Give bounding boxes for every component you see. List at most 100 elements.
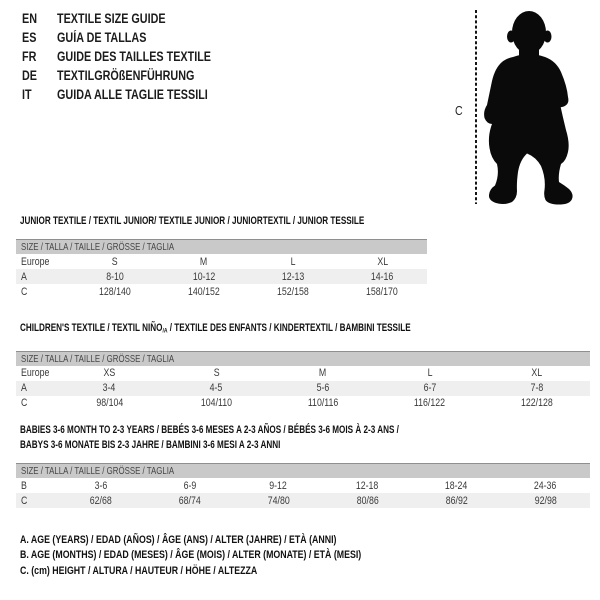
- cell-text: Europe: [21, 255, 50, 268]
- cell-text: A: [21, 270, 27, 283]
- cell-text: 7-8: [530, 382, 543, 395]
- cell-text: Europe: [21, 367, 50, 380]
- size-value-cell: 158/170: [338, 284, 427, 299]
- size-value-cell: 8-10: [70, 269, 160, 284]
- size-value-cell: 12-13: [248, 269, 338, 284]
- cell-text: XL: [376, 255, 388, 268]
- footnote-list: A. AGE (YEARS) / EDAD (AÑOS) / ÂGE (ANS)…: [20, 533, 447, 579]
- table-row: A 8-10 10-12 12-13 14-16: [16, 269, 427, 284]
- section-title-text: BABIES 3-6 MONTH TO 2-3 YEARS / BEBÉS 3-…: [20, 423, 399, 438]
- size-value-cell: L: [249, 254, 338, 269]
- size-value-cell: 86/92: [412, 493, 501, 508]
- size-table: SIZE / TALLA / TAILLE / GRÖSSE / TAGLIA E…: [16, 239, 427, 299]
- subscript-text: /A: [162, 327, 168, 335]
- section-title-line: BABIES 3-6 MONTH TO 2-3 YEARS / BEBÉS 3-…: [20, 423, 590, 438]
- section-title: JUNIOR TEXTILE / TEXTIL JUNIOR/ TEXTILE …: [16, 214, 427, 229]
- cell-text: 3-4: [103, 382, 116, 395]
- size-header-cell: SIZE / TALLA / TAILLE / GRÖSSE / TAGLIA: [16, 239, 427, 254]
- cell-text: B: [21, 479, 27, 492]
- section-title-text: CHILDREN'S TEXTILE / TEXTIL NIÑO/A / TEX…: [20, 321, 411, 339]
- section-title-text: JUNIOR TEXTILE / TEXTIL JUNIOR/ TEXTILE …: [20, 214, 364, 229]
- section-title: BABIES 3-6 MONTH TO 2-3 YEARS / BEBÉS 3-…: [16, 423, 590, 453]
- cell-text: L: [290, 255, 296, 268]
- cell-text: 3-6: [94, 479, 107, 492]
- row-label-cell: C: [16, 493, 56, 508]
- size-value-cell: 116/122: [376, 396, 483, 411]
- cell-text: 116/122: [414, 397, 446, 410]
- section-babies: BABIES 3-6 MONTH TO 2-3 YEARS / BEBÉS 3-…: [16, 423, 590, 508]
- cell-text: 158/170: [366, 285, 399, 298]
- cell-text: M: [319, 367, 327, 380]
- table-row: A 3-4 4-5 5-6 6-7 7-8: [16, 380, 590, 396]
- size-value-cell: 5-6: [269, 380, 377, 396]
- cell-text: XL: [531, 367, 542, 380]
- size-value-cell: S: [163, 366, 270, 381]
- size-value-cell: 12-18: [323, 478, 412, 493]
- cell-text: 74/80: [267, 494, 290, 507]
- language-row: DE TEXTILGRÖßENFÜHRUNG: [22, 66, 250, 85]
- cell-text: 24-36: [534, 479, 557, 492]
- row-label-cell: Europe: [16, 254, 70, 269]
- cell-text: XS: [103, 367, 116, 380]
- cell-text: 9-12: [269, 479, 288, 492]
- title-segment: CHILDREN'S TEXTILE / TEXTIL NIÑO: [20, 322, 163, 334]
- cell-text: 92/98: [534, 494, 557, 507]
- title-segment: BABIES 3-6 MONTH TO 2-3 YEARS / BEBÉS 3-…: [20, 424, 399, 436]
- language-code-text: IT: [22, 87, 32, 102]
- size-table: SIZE / TALLA / TAILLE / GRÖSSE / TAGLIA B…: [16, 463, 590, 508]
- cell-text: 110/116: [307, 397, 339, 410]
- size-value-cell: 68/74: [145, 493, 234, 508]
- language-code: ES: [22, 28, 57, 47]
- size-value-cell: 24-36: [501, 478, 590, 493]
- size-value-cell: 6-7: [376, 380, 484, 396]
- size-value-cell: 110/116: [270, 396, 377, 411]
- size-header-row: SIZE / TALLA / TAILLE / GRÖSSE / TAGLIA: [16, 350, 590, 366]
- size-table: SIZE / TALLA / TAILLE / GRÖSSE / TAGLIA E…: [16, 350, 590, 411]
- cell-text: 12-18: [356, 479, 379, 492]
- size-value-cell: 122/128: [483, 396, 590, 411]
- size-value-cell: 128/140: [70, 284, 159, 299]
- cell-text: 80/86: [356, 494, 379, 507]
- size-value-cell: S: [70, 254, 159, 269]
- size-value-cell: 7-8: [483, 380, 590, 396]
- baby-silhouette-icon: [484, 11, 573, 205]
- cell-text: 6-9: [183, 479, 196, 492]
- size-value-cell: 14-16: [337, 269, 427, 284]
- row-label-cell: B: [16, 478, 56, 493]
- cell-text: C: [21, 285, 28, 298]
- cell-text: 8-10: [105, 270, 124, 283]
- row-label-cell: C: [16, 396, 56, 411]
- size-value-cell: 3-4: [56, 380, 163, 396]
- size-value-cell: 9-12: [234, 478, 323, 493]
- table-row: Europe XS S M L XL: [16, 366, 590, 381]
- size-header-text: SIZE / TALLA / TAILLE / GRÖSSE / TAGLIA: [21, 241, 175, 253]
- size-header-text: SIZE / TALLA / TAILLE / GRÖSSE / TAGLIA: [21, 352, 175, 365]
- language-title: TEXTILE SIZE GUIDE: [57, 11, 166, 26]
- size-value-cell: M: [159, 254, 248, 269]
- cell-text: A: [21, 382, 27, 395]
- size-value-cell: 6-9: [145, 478, 234, 493]
- language-row: IT GUIDA ALLE TAGLIE TESSILI: [22, 85, 250, 104]
- footnote-text: C. (cm) HEIGHT / ALTURA / HAUTEUR / HÖHE…: [20, 564, 258, 577]
- cell-text: C: [21, 494, 28, 507]
- size-value-cell: 62/68: [56, 493, 145, 508]
- footnote-text: A. AGE (YEARS) / EDAD (AÑOS) / ÂGE (ANS)…: [20, 534, 337, 546]
- size-value-cell: 98/104: [56, 396, 163, 411]
- cell-text: 62/68: [89, 494, 112, 507]
- size-value-cell: 3-6: [56, 478, 145, 493]
- language-title: GUIDE DES TAILLES TEXTILE: [57, 49, 212, 64]
- table-row: C 128/140 140/152 152/158 158/170: [16, 284, 427, 299]
- cell-text: 6-7: [423, 382, 437, 395]
- cell-text: 122/128: [520, 397, 553, 410]
- table-row: C 62/68 68/74 74/80 80/86 86/92 92/98: [16, 493, 590, 508]
- cell-text: 152/158: [277, 285, 310, 298]
- cell-text: M: [200, 255, 208, 268]
- size-header-row: SIZE / TALLA / TAILLE / GRÖSSE / TAGLIA: [16, 239, 427, 254]
- section-title: CHILDREN'S TEXTILE / TEXTIL NIÑO/A / TEX…: [16, 321, 590, 339]
- language-code: FR: [22, 47, 57, 66]
- language-row: EN TEXTILE SIZE GUIDE: [22, 9, 250, 28]
- footnote: A. AGE (YEARS) / EDAD (AÑOS) / ÂGE (ANS)…: [20, 533, 447, 548]
- size-value-cell: 80/86: [323, 493, 412, 508]
- language-code-text: DE: [22, 68, 38, 83]
